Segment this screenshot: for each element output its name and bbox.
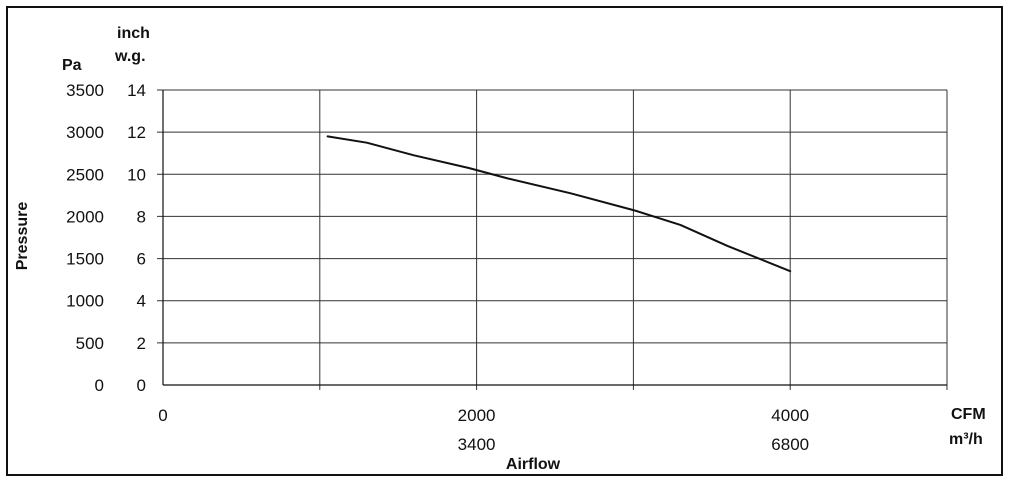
y-tick-label-inchwg: 0 [137, 376, 146, 395]
series-line [326, 135, 792, 273]
x-tick-label-cfm: 4000 [771, 406, 809, 425]
y-tick-label-inchwg: 4 [137, 292, 146, 311]
series-layer [326, 135, 792, 273]
y-unit-wg-label: w.g. [114, 48, 146, 65]
x-unit-cfm-label: CFM [951, 406, 986, 423]
y-tick-label-pa: 1500 [66, 250, 104, 269]
y-tick-label-inchwg: 8 [137, 207, 146, 226]
y-axis-title: Pressure [14, 202, 31, 271]
axes [162, 90, 947, 386]
y-tick-label-pa: 3000 [66, 123, 104, 142]
x-tick-label-cfm: 2000 [458, 406, 496, 425]
y-unit-pa-label: Pa [62, 57, 82, 74]
y-tick-label-inchwg: 12 [127, 123, 146, 142]
y-tick-label-pa: 2500 [66, 165, 104, 184]
x-tick-label-m3h: 3400 [458, 435, 496, 454]
x-tick-label-cfm: 0 [158, 406, 167, 425]
y-tick-label-inchwg: 2 [137, 334, 146, 353]
y-tick-label-pa: 1000 [66, 292, 104, 311]
x-unit-m3h-label: m³/h [949, 431, 983, 448]
y-unit-inch-label: inch [117, 25, 150, 42]
y-tick-label-inchwg: 14 [127, 81, 146, 100]
y-tick-label-pa: 500 [76, 334, 104, 353]
y-tick-label-pa: 3500 [66, 81, 104, 100]
y-tick-label-pa: 0 [95, 376, 104, 395]
chart-frame [6, 6, 1003, 476]
x-tick-label-m3h: 6800 [771, 435, 809, 454]
y-tick-label-pa: 2000 [66, 207, 104, 226]
grid [157, 89, 948, 390]
y-tick-label-inchwg: 10 [127, 165, 146, 184]
y-tick-label-inchwg: 6 [137, 250, 146, 269]
x-axis-title: Airflow [506, 456, 561, 473]
x-tick-labels: 0 2000 4000 3400 6800 [158, 406, 809, 454]
